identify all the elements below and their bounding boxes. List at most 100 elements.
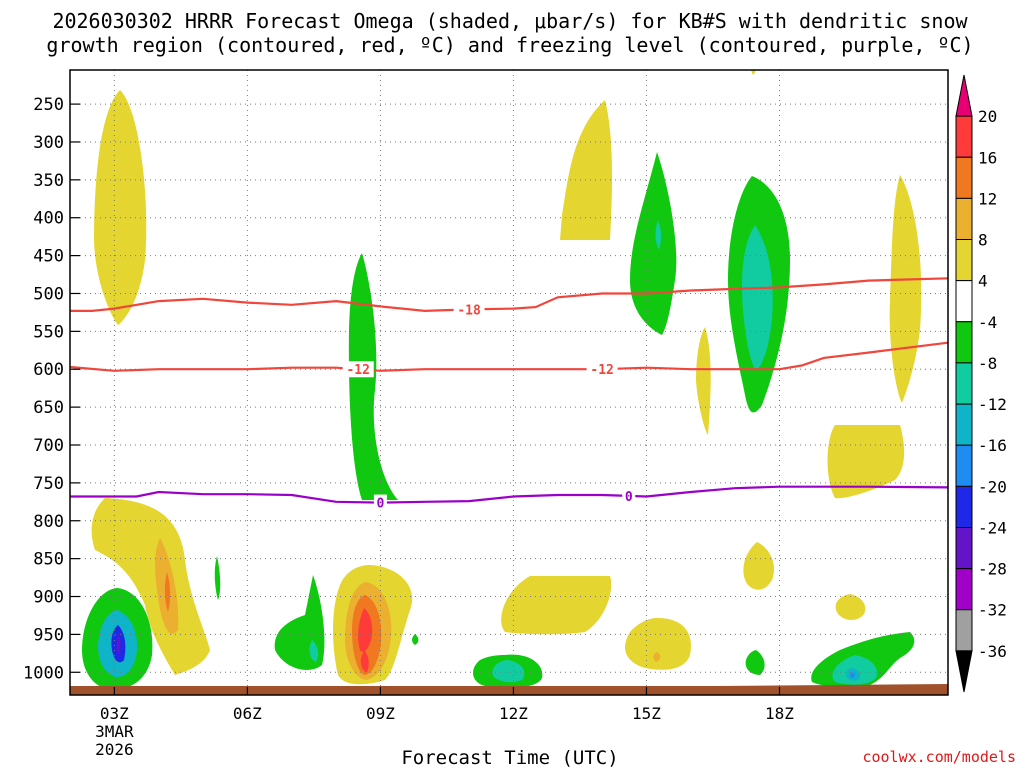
omega-shading	[82, 70, 922, 690]
colorbar-label: -20	[978, 477, 1007, 496]
y-tick-label: 600	[33, 360, 64, 380]
chart-title-line1: 2026030302 HRRR Forecast Omega (shaded, …	[52, 9, 968, 33]
x-tick-label: 15Z	[632, 704, 661, 723]
colorbar-label: -8	[978, 354, 997, 373]
omega-region	[655, 220, 662, 250]
colorbar: 20 16 12 8 4 -4 -8 -12 -16 -20 -24 -28 -32 -36	[955, 74, 1007, 693]
colorbar-label: -12	[978, 395, 1007, 414]
colorbar-swatch	[955, 362, 973, 405]
colorbar-swatch	[955, 197, 973, 241]
contour-label-bg	[586, 361, 618, 378]
ground-strip	[715, 684, 948, 686]
colorbar-label: -28	[978, 560, 1007, 579]
colorbar-swatch	[955, 609, 973, 652]
colorbar-swatch	[955, 403, 973, 446]
colorbar-label: -24	[978, 518, 1007, 537]
colorbar-swatch	[955, 280, 973, 323]
colorbar-swatch	[955, 568, 973, 611]
x-tick-label: 06Z	[233, 704, 262, 723]
y-tick-label: 900	[33, 588, 64, 608]
colorbar-label: 20	[978, 107, 997, 126]
colorbar-label: -32	[978, 601, 1007, 620]
contour-line	[70, 485, 948, 504]
omega-region	[164, 572, 171, 612]
colorbar-swatch	[955, 321, 973, 364]
x-axis-label: Forecast Time (UTC)	[401, 747, 618, 768]
omega-region	[745, 650, 765, 675]
colorbar-swatch	[955, 444, 973, 487]
omega-region	[91, 498, 210, 675]
y-tick-label: 400	[33, 209, 64, 229]
x-tick-label: 18Z	[765, 704, 794, 723]
colorbar-label: 8	[978, 231, 988, 250]
x-tick-sublabel: 2026	[95, 740, 134, 759]
y-tick-label: 1000	[23, 663, 64, 683]
y-tick-label: 350	[33, 171, 64, 191]
omega-region	[492, 660, 525, 683]
omega-region	[653, 652, 661, 662]
omega-region	[742, 225, 773, 370]
omega-region	[743, 542, 775, 590]
colorbar-swatch	[955, 74, 973, 117]
omega-region	[827, 425, 905, 499]
contour-label-bg	[373, 494, 387, 511]
colorbar-swatch	[955, 239, 973, 282]
omega-region	[850, 672, 855, 678]
omega-region	[501, 576, 612, 635]
omega-region	[116, 635, 121, 655]
plot-frame	[69, 69, 949, 696]
omega-region	[696, 327, 711, 435]
colorbar-label: -16	[978, 436, 1007, 455]
contour-label-bg	[453, 301, 485, 318]
contour-label: 0	[625, 490, 633, 505]
omega-region	[360, 650, 369, 672]
x-tick-sublabel: 3MAR	[95, 722, 134, 741]
colorbar-label: -4	[978, 313, 997, 332]
omega-region	[560, 100, 613, 240]
omega-region	[630, 152, 677, 335]
credit-text: coolwx.com/models	[862, 748, 1016, 766]
contour-label: -12	[590, 363, 613, 378]
x-tick-label: 12Z	[499, 704, 528, 723]
y-tick-label: 650	[33, 398, 64, 418]
x-tick-label: 09Z	[366, 704, 395, 723]
y-tick-label: 700	[33, 436, 64, 456]
y-tick-label: 950	[33, 625, 64, 645]
contour-label: -18	[457, 303, 481, 318]
omega-region	[214, 556, 221, 600]
omega-region	[751, 70, 756, 75]
x-tick-label: 03Z	[100, 704, 129, 723]
y-tick-label: 850	[33, 550, 64, 570]
omega-region	[358, 608, 373, 652]
colorbar-label: 16	[978, 148, 997, 167]
contour-label: 0	[376, 497, 384, 512]
temperature-contours: -18 -12 -12 0 0	[70, 277, 948, 512]
contour-label: -12	[346, 363, 369, 378]
contour-line	[70, 341, 948, 372]
omega-region	[835, 594, 866, 620]
omega-region	[94, 90, 147, 325]
axis-ticks: 250 300 350 400 450 500 550 600 650 700 750 800 850 9…	[23, 95, 794, 759]
colorbar-label: 12	[978, 189, 997, 208]
omega-region	[309, 640, 319, 662]
chart-title-line2: growth region (contoured, red, ºC) and f…	[46, 33, 973, 57]
ground-strip	[70, 686, 948, 695]
colorbar-swatch	[955, 485, 973, 528]
colorbar-swatch	[955, 650, 973, 693]
y-tick-label: 250	[33, 95, 64, 115]
colorbar-label: 4	[978, 272, 988, 291]
colorbar-swatch	[955, 156, 973, 199]
omega-region	[412, 634, 419, 645]
contour-label-bg	[342, 361, 374, 378]
colorbar-label: -36	[978, 642, 1007, 661]
contour-label-bg	[622, 487, 636, 504]
y-tick-label: 500	[33, 284, 64, 304]
colorbar-swatch	[955, 115, 973, 158]
y-tick-label: 300	[33, 133, 64, 153]
y-tick-label: 750	[33, 474, 64, 494]
colorbar-swatch	[955, 526, 973, 570]
grid	[70, 70, 948, 695]
omega-region	[625, 617, 691, 670]
y-tick-label: 450	[33, 247, 64, 267]
